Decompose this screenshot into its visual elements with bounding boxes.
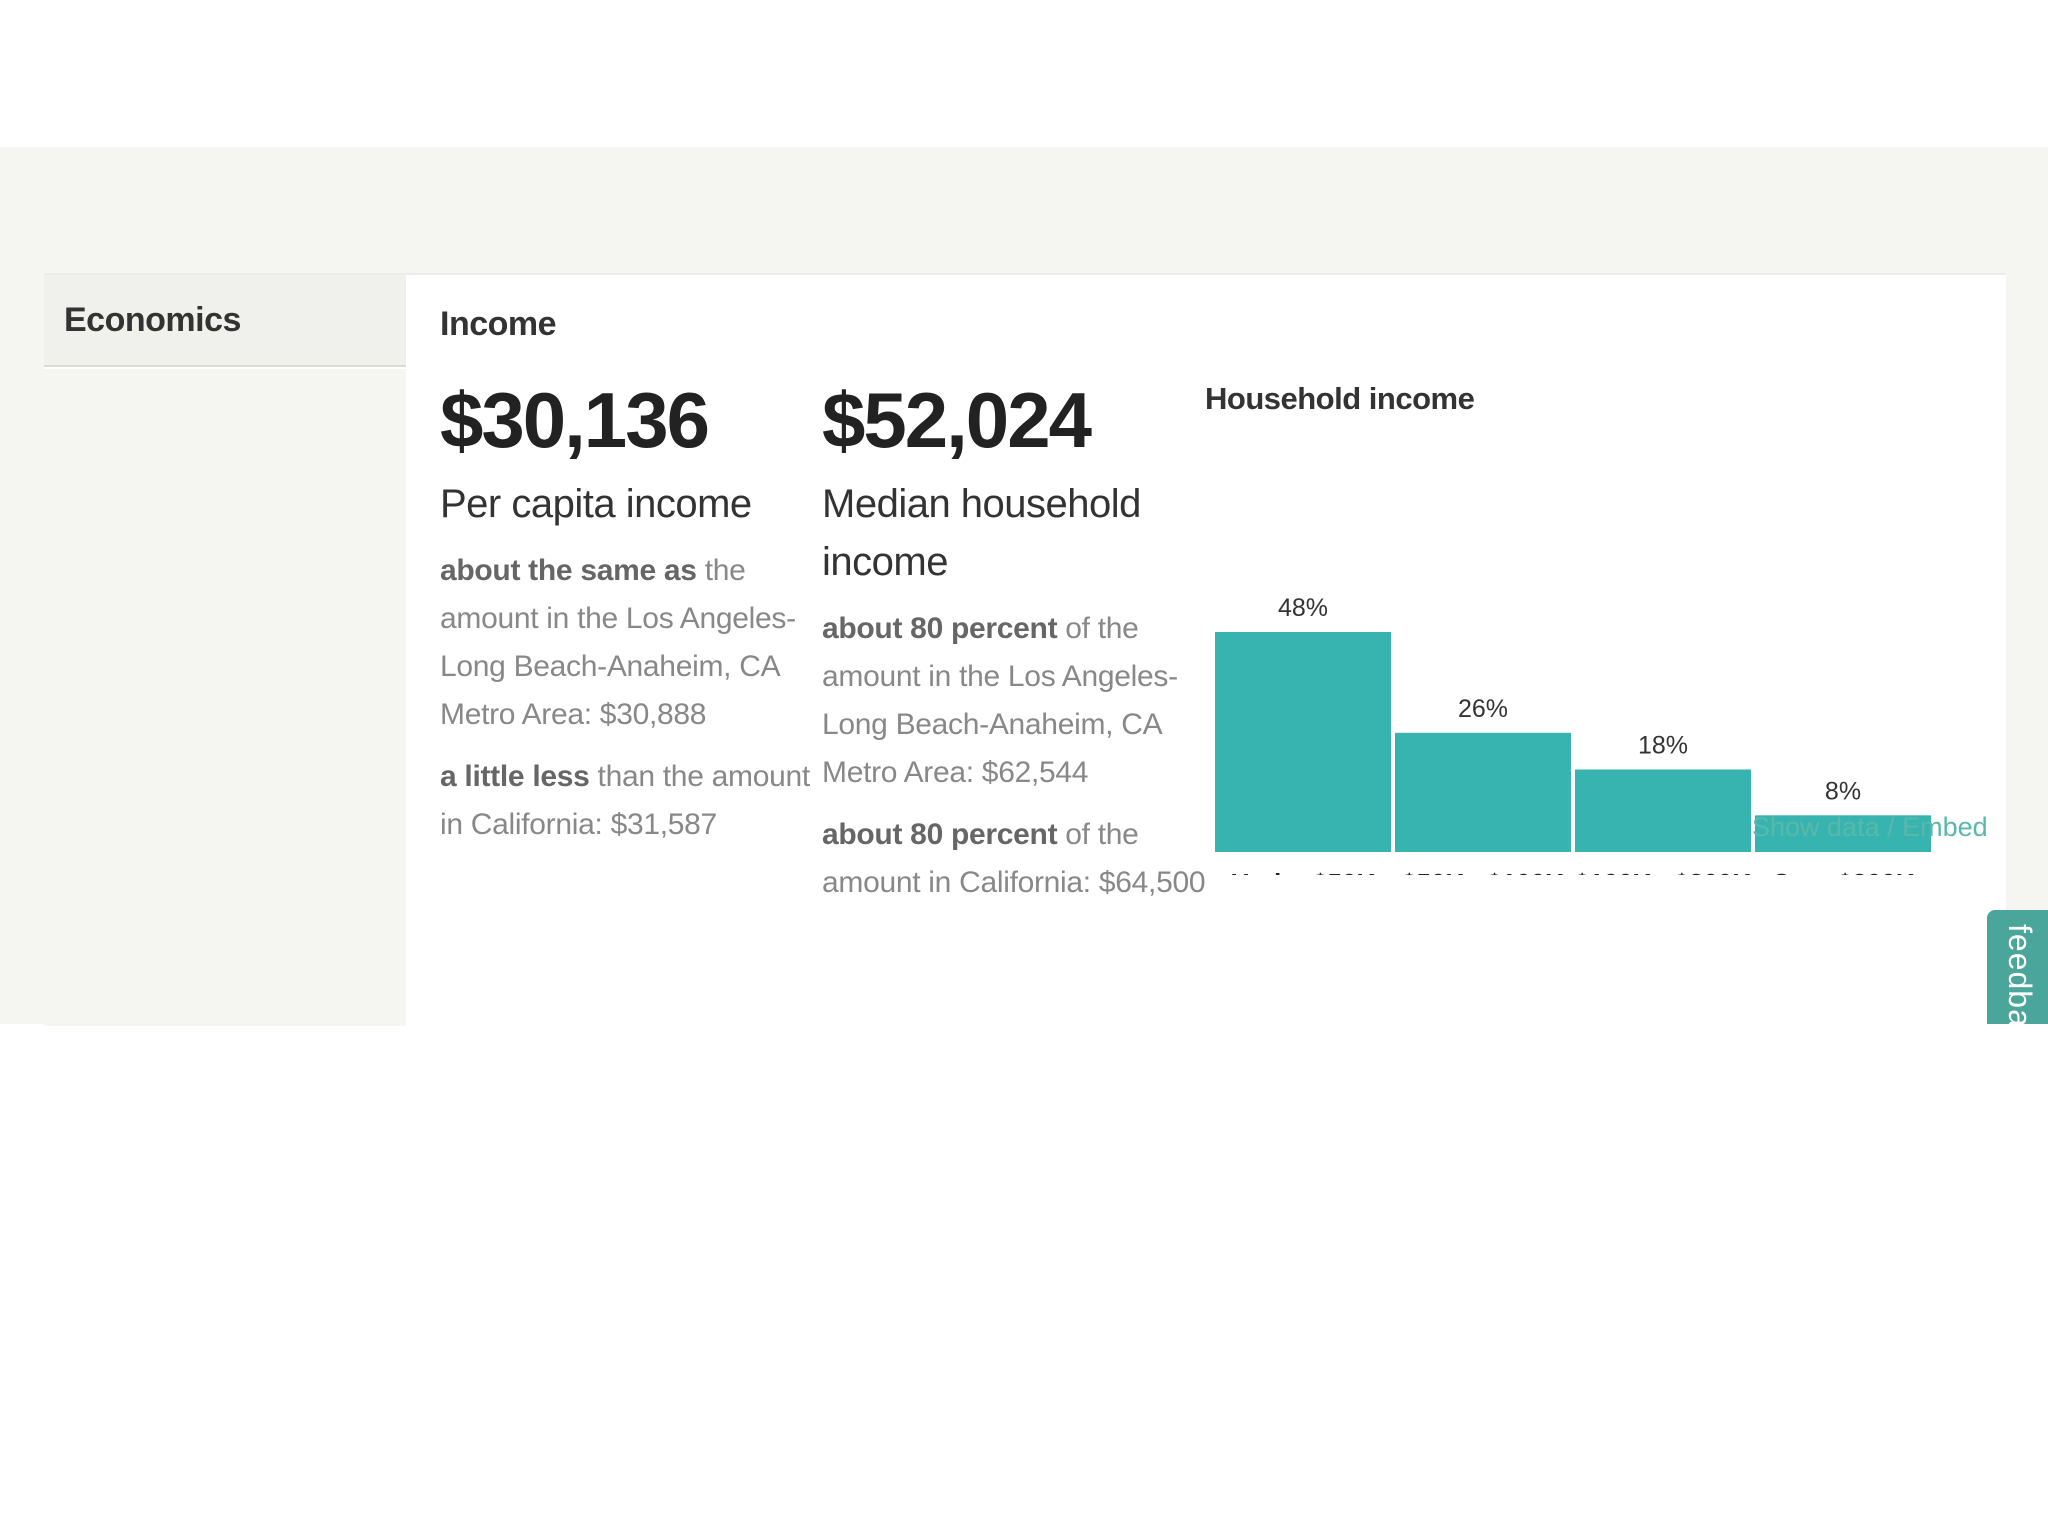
- category-label-0: Under $50K: [1231, 868, 1376, 875]
- bar-value-label-2: 18%: [1638, 732, 1688, 760]
- comparison-emphasis: about 80 percent: [822, 612, 1058, 645]
- comparison-emphasis: about the same as: [440, 554, 697, 587]
- embed-link[interactable]: Embed: [1902, 812, 1988, 842]
- category-label-3: Over $200K: [1771, 868, 1914, 875]
- section-title: Income: [440, 305, 557, 343]
- bar-0[interactable]: [1215, 632, 1391, 852]
- comparison-text: than the amount in California: $31,587: [440, 760, 810, 841]
- per-capita-comparison-metro: about the same as the amount in the Los …: [440, 547, 840, 739]
- median-household-comparison-metro: about 80 percent of the amount in the Lo…: [822, 605, 1222, 797]
- comparison-emphasis: about 80 percent: [822, 818, 1058, 851]
- per-capita-comparison-state: a little less than the amount in Califor…: [440, 753, 840, 849]
- link-separator: /: [1887, 812, 1895, 842]
- comparison-text: of the amount in California: $64,500: [822, 818, 1206, 899]
- per-capita-income-label: Per capita income: [440, 482, 752, 526]
- category-label-2: $100K - $200K: [1575, 868, 1752, 875]
- comparison-text: of the amount in the Los Angeles-Long Be…: [822, 612, 1178, 789]
- comparison-text: the amount in the Los Angeles-Long Beach…: [440, 554, 796, 731]
- show-data-link[interactable]: Show data: [1752, 812, 1880, 842]
- bar-2[interactable]: [1575, 769, 1751, 853]
- category-label-1: $50K - $100K: [1402, 868, 1564, 875]
- median-household-income-stat: $52,024 Median household income about 80…: [822, 375, 1222, 907]
- bar-3[interactable]: [1755, 815, 1931, 852]
- household-income-chart: 48% Under $50K 26% $50K - $100K 18% $100K - $…: [1215, 594, 1931, 875]
- per-capita-income-value: $30,136: [440, 376, 710, 464]
- sidebar-panel: [44, 369, 406, 1026]
- economics-card: Economics Income $30,136 Per capita inco…: [44, 273, 2006, 1026]
- comparison-emphasis: a little less: [440, 760, 590, 793]
- median-household-income-value: $52,024: [822, 376, 1092, 464]
- bar-value-label-1: 26%: [1458, 695, 1508, 723]
- chart-links: Show data / Embed: [1752, 812, 1988, 843]
- bar-value-label-0: 48%: [1278, 594, 1328, 622]
- feedback-tab[interactable]: feedback: [1987, 910, 2048, 1024]
- median-household-income-label: Median household income: [822, 482, 1141, 584]
- sidebar-tab-economics[interactable]: Economics: [44, 275, 406, 367]
- per-capita-income-stat: $30,136 Per capita income about the same…: [440, 375, 840, 849]
- chart-title: Household income: [1205, 381, 1475, 416]
- bar-1[interactable]: [1395, 732, 1571, 852]
- feedback-label: feedback: [2002, 924, 2038, 1024]
- bar-value-label-3: 8%: [1825, 777, 1861, 805]
- median-household-comparison-state: about 80 percent of the amount in Califo…: [822, 811, 1222, 907]
